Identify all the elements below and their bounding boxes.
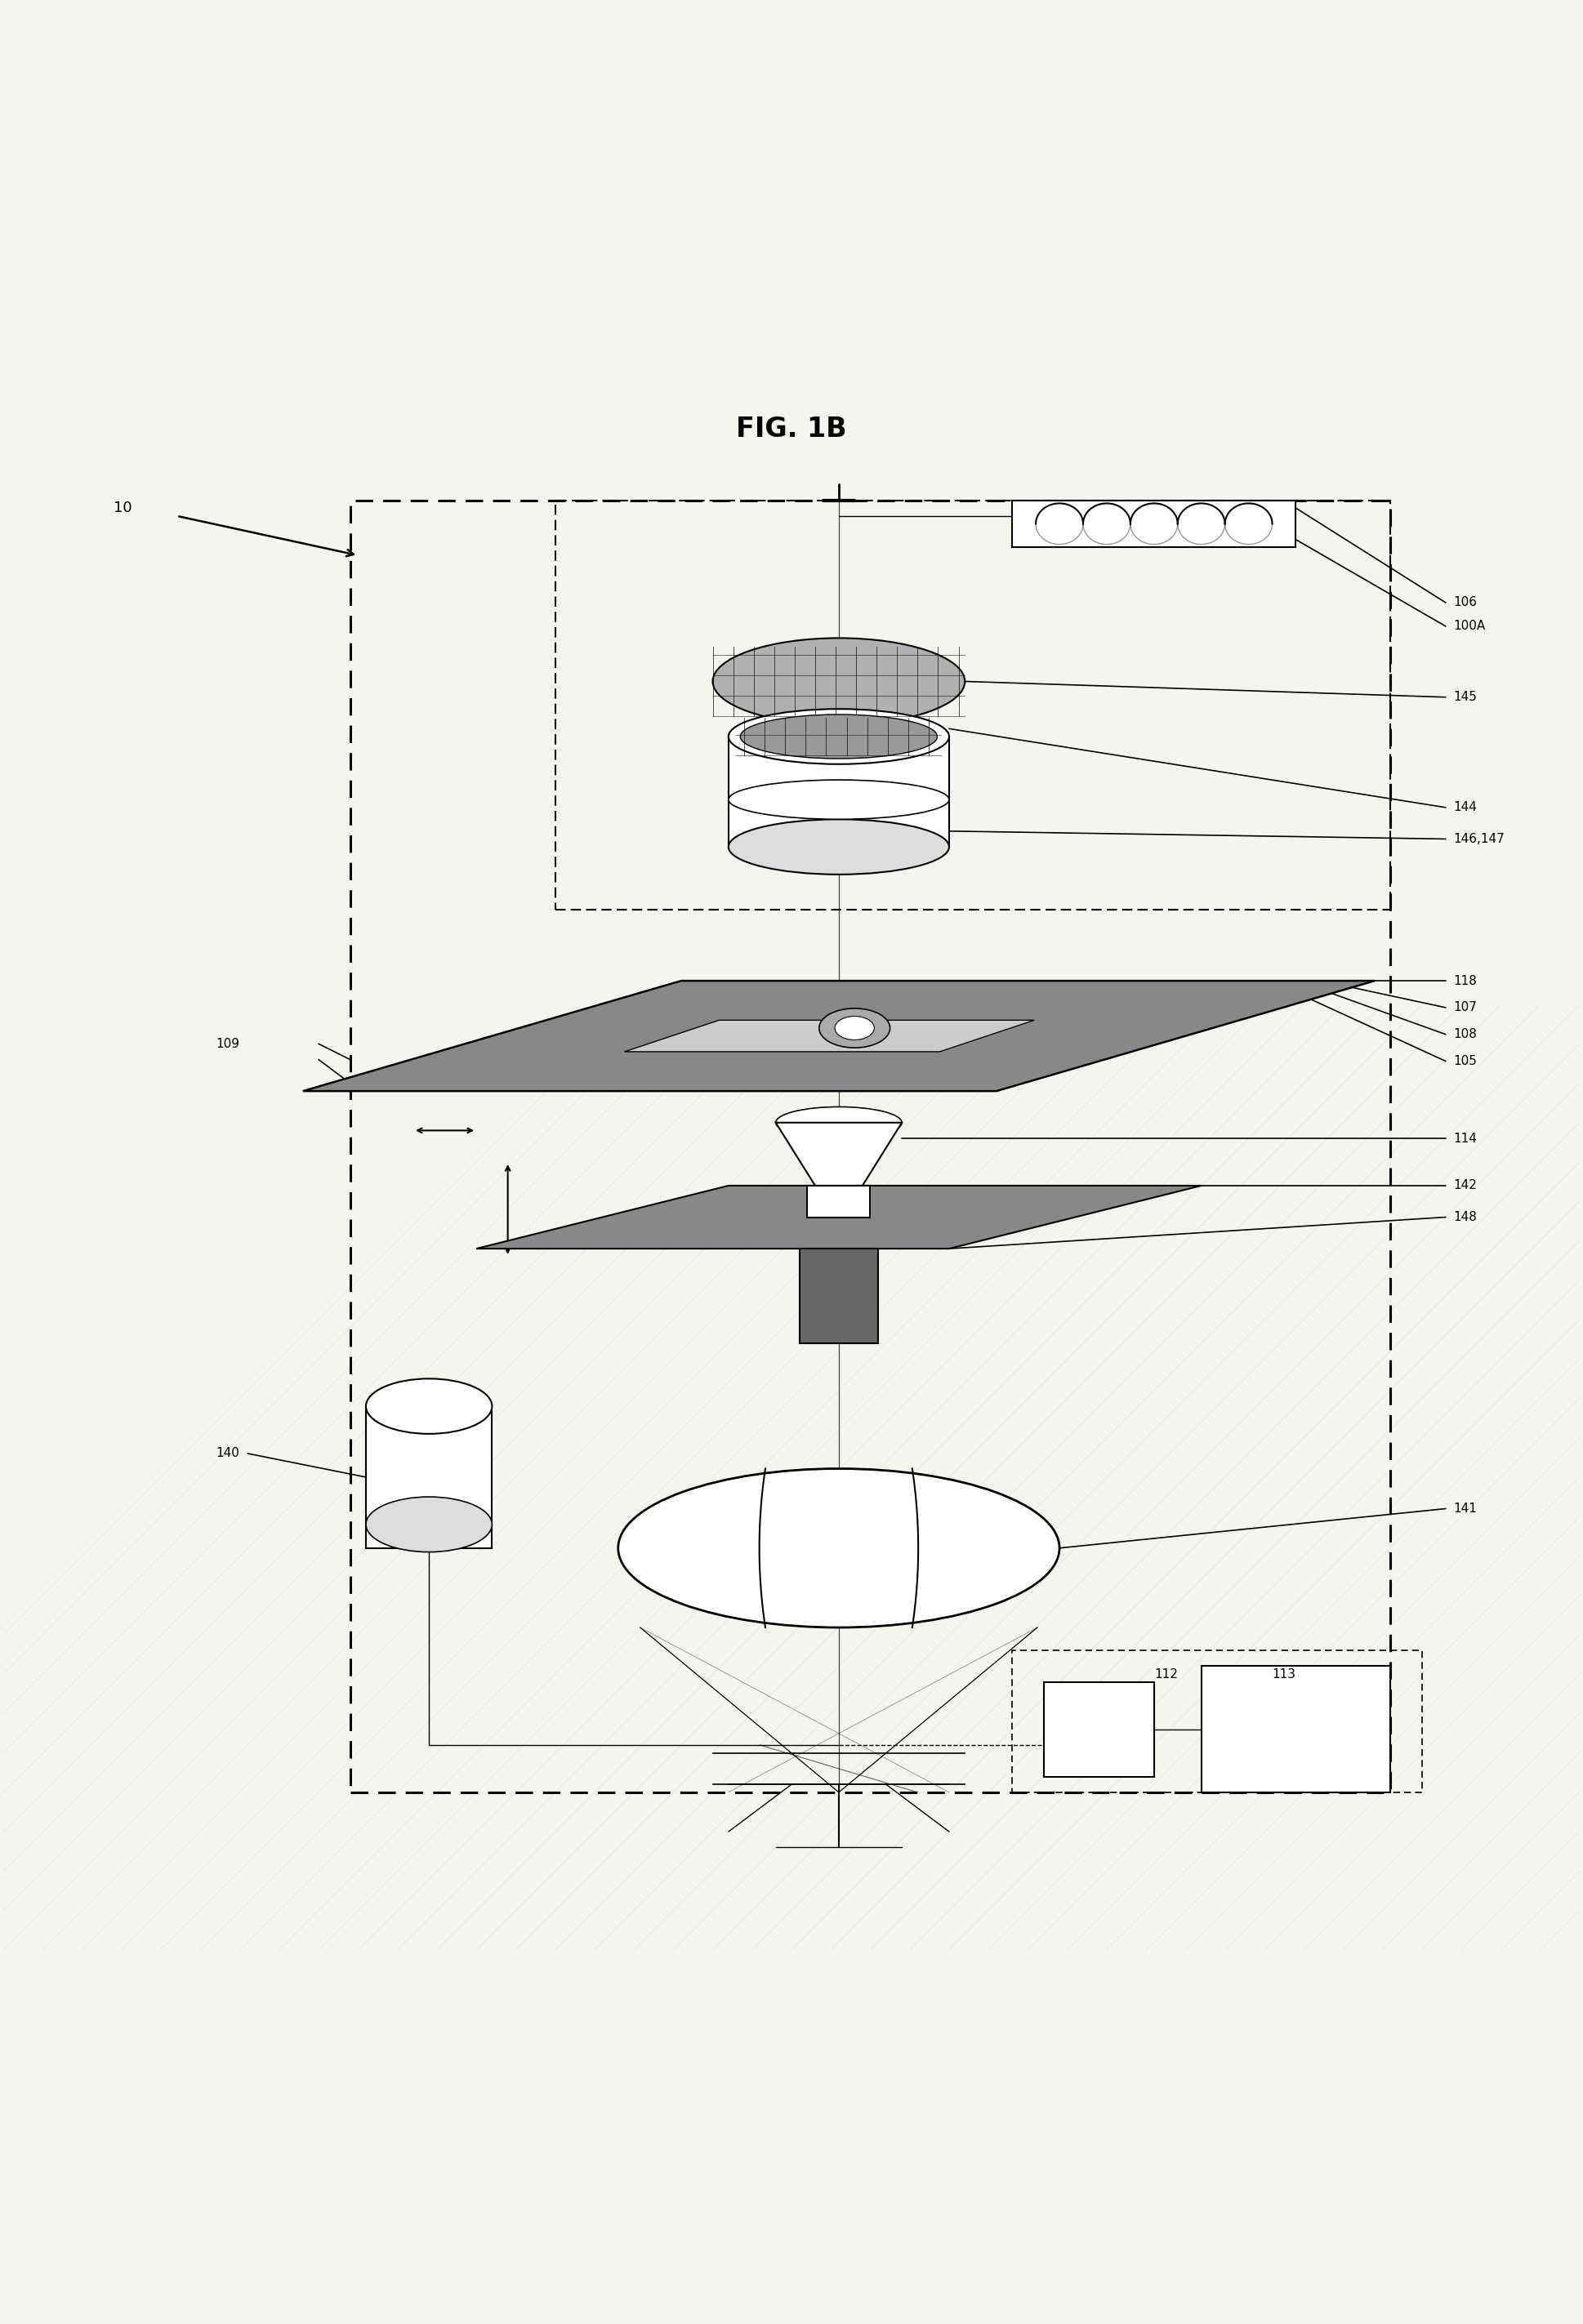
Text: 108: 108 xyxy=(1453,1027,1477,1041)
Bar xyxy=(556,500,1390,911)
Text: 141: 141 xyxy=(1453,1504,1477,1515)
Polygon shape xyxy=(624,1020,1034,1053)
Ellipse shape xyxy=(728,781,950,820)
Text: 114: 114 xyxy=(1453,1132,1477,1143)
Ellipse shape xyxy=(818,1009,890,1048)
Text: 109: 109 xyxy=(217,1039,241,1050)
Ellipse shape xyxy=(776,1106,902,1139)
Ellipse shape xyxy=(712,639,966,725)
Text: 113: 113 xyxy=(1273,1669,1296,1680)
Text: 145: 145 xyxy=(1453,690,1477,704)
Text: 144: 144 xyxy=(1453,802,1477,813)
Bar xyxy=(728,737,950,846)
Text: 146,147: 146,147 xyxy=(1453,832,1505,846)
Text: 118: 118 xyxy=(1453,974,1477,988)
Polygon shape xyxy=(476,1185,1201,1248)
Text: 10: 10 xyxy=(114,500,133,516)
Text: FIG. 1B: FIG. 1B xyxy=(736,416,847,444)
Bar xyxy=(1012,1650,1422,1792)
Bar xyxy=(799,1248,879,1343)
Ellipse shape xyxy=(728,709,950,765)
Ellipse shape xyxy=(741,713,937,758)
Bar xyxy=(366,1406,492,1548)
Text: 112: 112 xyxy=(1154,1669,1178,1680)
Ellipse shape xyxy=(617,1469,1059,1627)
Text: 142: 142 xyxy=(1453,1181,1477,1192)
Bar xyxy=(350,500,1390,1792)
Bar xyxy=(1201,1666,1390,1792)
Polygon shape xyxy=(776,1122,902,1185)
Text: 105: 105 xyxy=(1453,1055,1477,1067)
Bar xyxy=(807,1185,871,1218)
Text: 140: 140 xyxy=(217,1448,241,1459)
Ellipse shape xyxy=(366,1497,492,1552)
Bar xyxy=(1043,1683,1154,1776)
Text: 148: 148 xyxy=(1453,1211,1477,1222)
Ellipse shape xyxy=(366,1378,492,1434)
Ellipse shape xyxy=(834,1016,874,1039)
Text: 100A: 100A xyxy=(1453,621,1485,632)
Polygon shape xyxy=(302,981,1374,1090)
Text: 107: 107 xyxy=(1453,1002,1477,1013)
Bar xyxy=(1012,500,1296,548)
Ellipse shape xyxy=(728,820,950,874)
Text: 106: 106 xyxy=(1453,597,1477,609)
